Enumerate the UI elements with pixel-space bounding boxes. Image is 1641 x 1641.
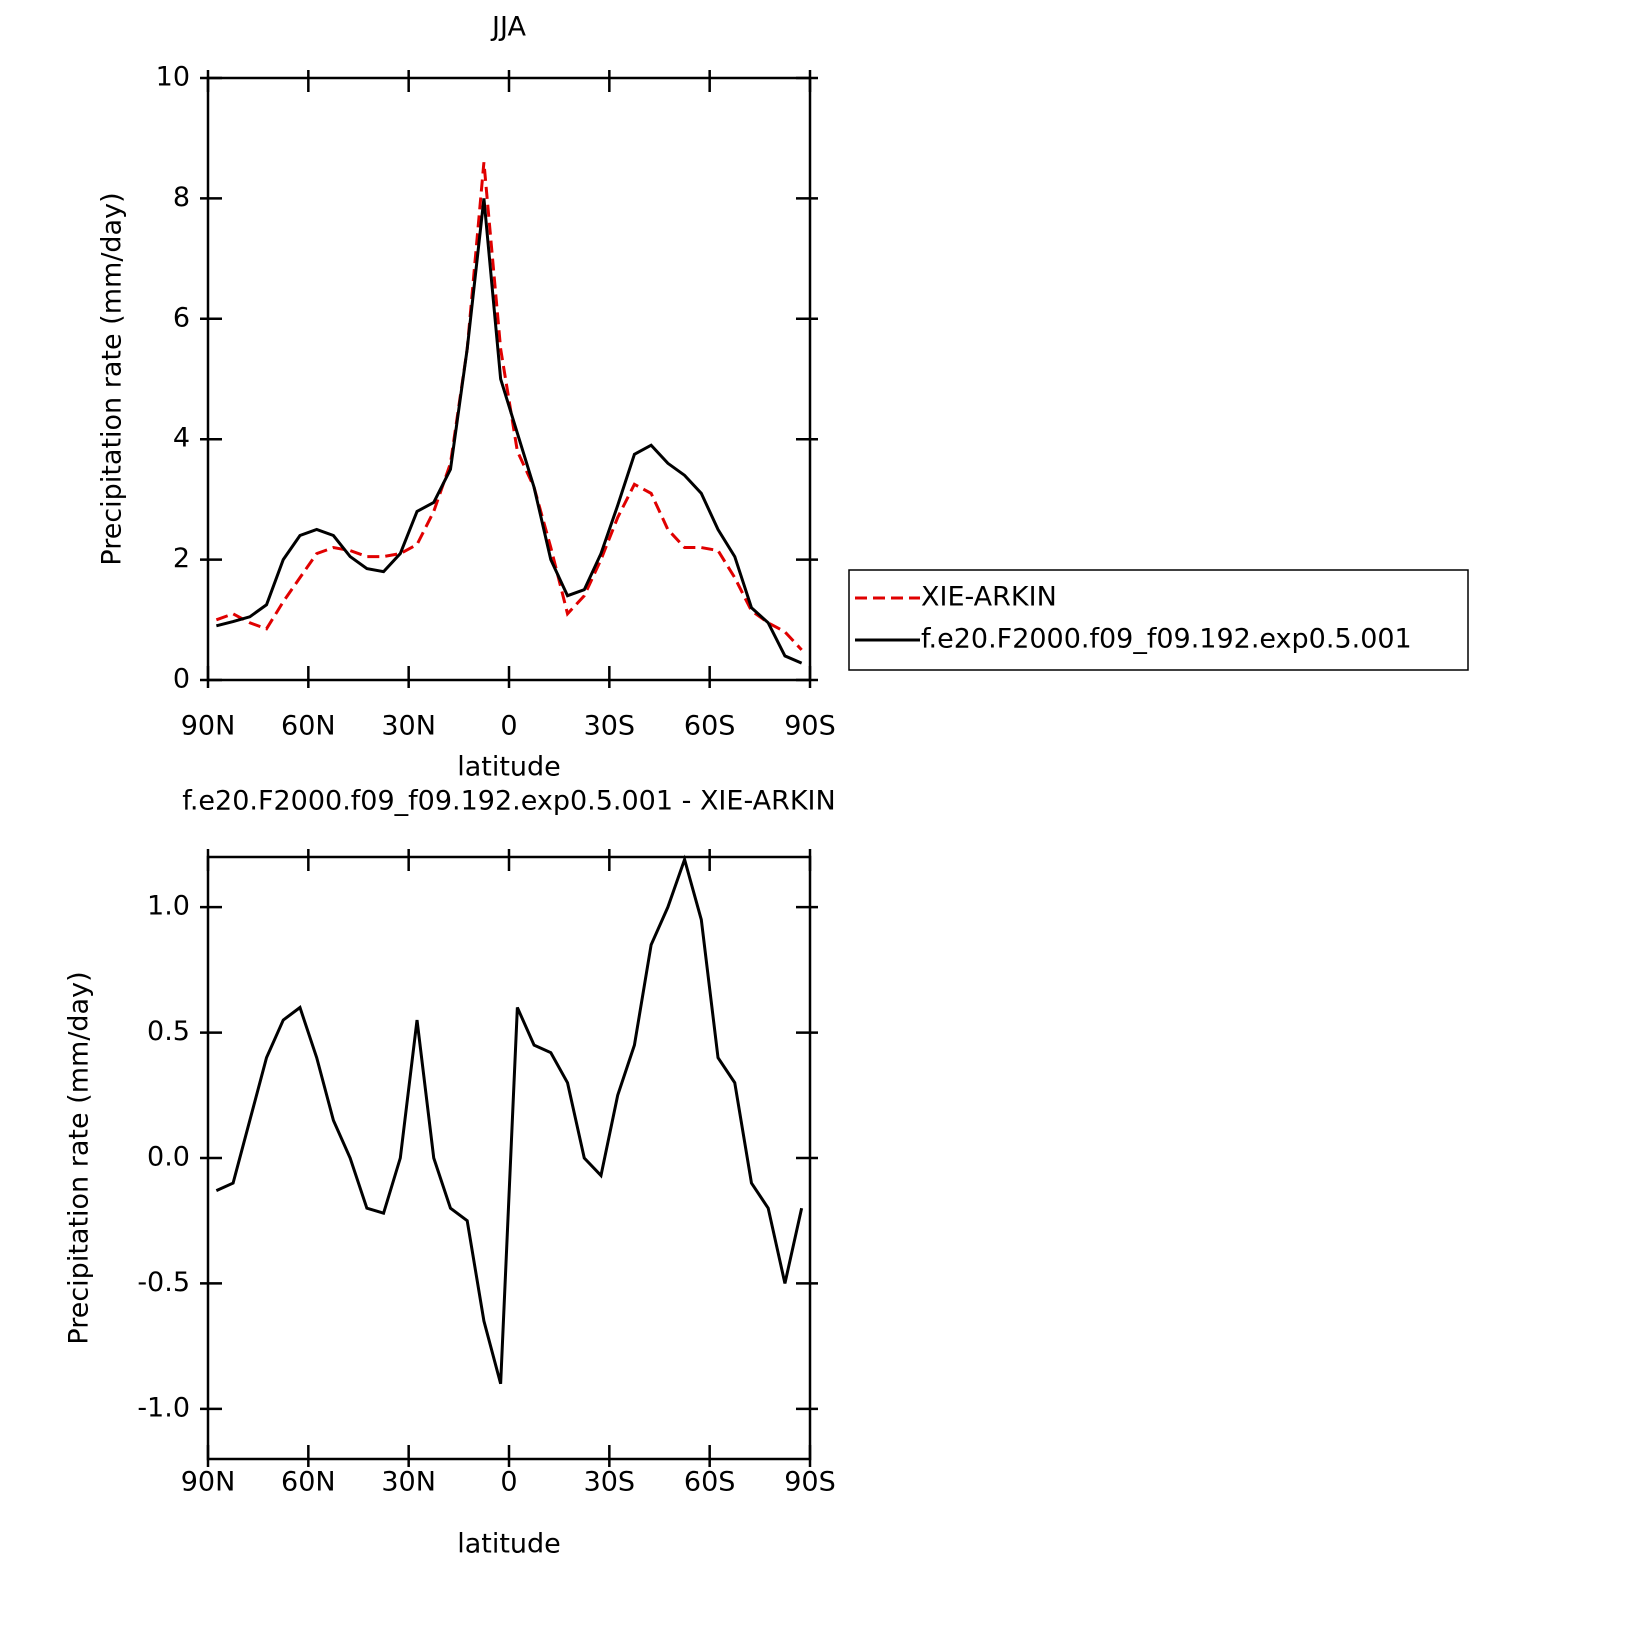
y-tick-label: 1.0 (147, 891, 190, 922)
y-tick-label: 10 (156, 62, 190, 93)
x-tick-label: 90N (181, 1467, 236, 1498)
data-line (215, 162, 803, 651)
chart-title: JJA (490, 12, 526, 43)
x-tick-label: 90N (181, 711, 236, 742)
x-tick-label: 30S (584, 711, 636, 742)
y-tick-label: 2 (173, 543, 190, 574)
y-tick-label: 4 (173, 423, 190, 454)
legend-label: f.e20.F2000.f09_f09.192.exp0.5.001 (921, 624, 1412, 655)
plot-frame (206, 855, 812, 1461)
data-line (215, 854, 804, 1385)
y-tick-label: -0.5 (137, 1267, 190, 1298)
y-tick-label: 6 (173, 302, 190, 333)
x-tick-label: 0 (500, 711, 517, 742)
x-tick-label: 30S (584, 1467, 636, 1498)
legend-box (848, 569, 1469, 671)
x-tick-label: 30N (381, 1467, 436, 1498)
x-tick-label: 60S (684, 711, 736, 742)
x-tick-label: 60S (684, 1467, 736, 1498)
y-tick-label: -1.0 (137, 1392, 190, 1423)
y-tick-label: 0.5 (147, 1016, 190, 1047)
x-tick-label: 90S (784, 711, 836, 742)
x-tick-label: 60N (281, 1467, 336, 1498)
x-axis-label: latitude (457, 752, 561, 783)
legend-label: XIE-ARKIN (921, 582, 1057, 613)
y-tick-label: 0.0 (147, 1142, 190, 1173)
data-line (215, 198, 803, 665)
x-tick-label: 60N (281, 711, 336, 742)
y-tick-label: 8 (173, 182, 190, 213)
y-axis-label: Precipitation rate (mm/day) (97, 192, 128, 565)
x-tick-label: 0 (500, 1467, 517, 1498)
chart-title: f.e20.F2000.f09_f09.192.exp0.5.001 - XIE… (182, 786, 835, 817)
x-axis-label: latitude (457, 1529, 561, 1560)
y-axis-label: Precipitation rate (mm/day) (64, 971, 95, 1344)
x-tick-label: 30N (381, 711, 436, 742)
x-tick-label: 90S (784, 1467, 836, 1498)
plot-frame (206, 76, 812, 682)
y-tick-label: 0 (173, 664, 190, 695)
